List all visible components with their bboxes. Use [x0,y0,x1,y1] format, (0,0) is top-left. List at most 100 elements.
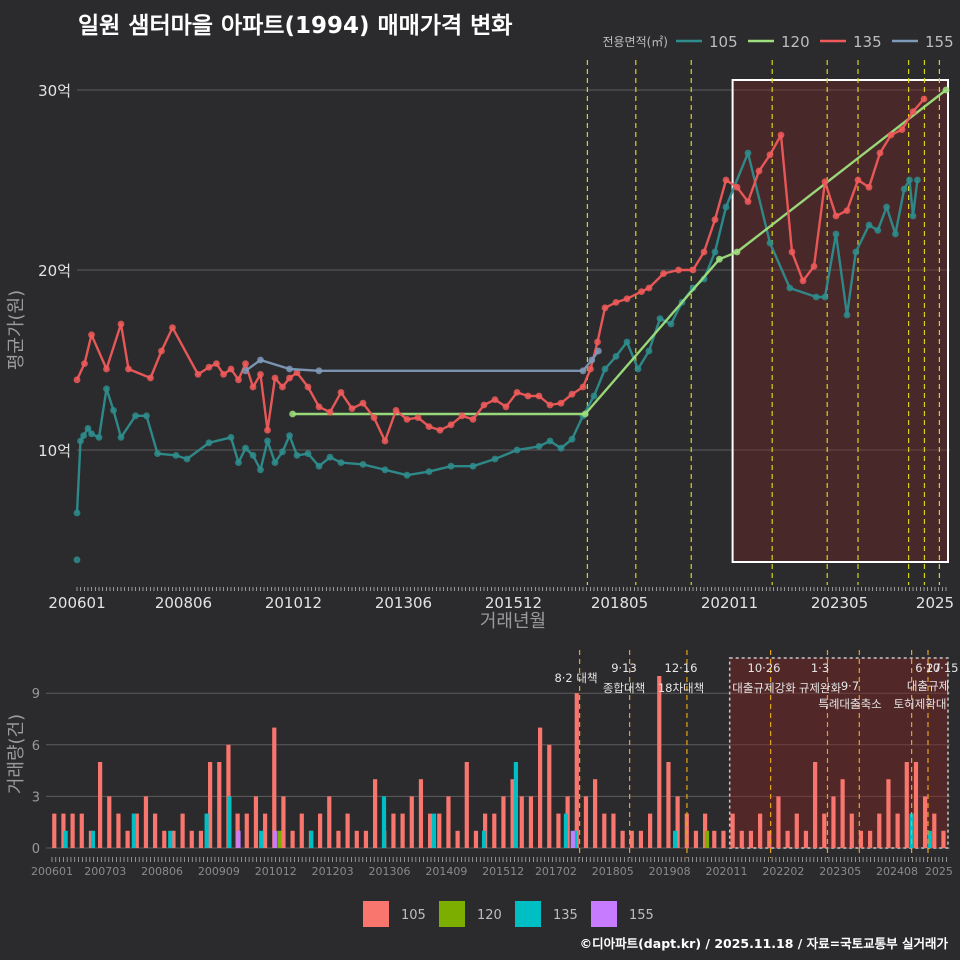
data-point [883,203,890,211]
bar-105 [739,830,744,848]
data-point [392,407,400,414]
data-point [766,239,774,247]
bar-105 [263,813,268,848]
x-axis-title: 거래년월 [480,611,546,632]
bar-105 [858,830,864,848]
data-point [73,509,81,517]
data-point [125,365,132,373]
bar-105 [52,813,57,848]
bar-105 [473,830,479,848]
data-point [942,86,950,94]
data-point [205,363,213,371]
data-point [304,450,312,457]
x-tick-label: 200601 [48,594,105,612]
data-point [337,389,345,396]
bar-105 [253,796,259,848]
data-point [535,443,543,450]
data-point [469,462,477,470]
data-point [80,432,87,439]
data-point [257,371,264,378]
data-point [623,295,631,303]
data-point [403,416,411,423]
bar-135 [168,830,173,848]
data-point [403,471,411,479]
bar-x-tick-label: 200703 [84,865,126,878]
bar-105 [822,813,827,848]
data-point [660,270,667,277]
bar-105 [409,796,414,848]
bar-105 [208,762,213,848]
bar-105 [648,813,653,848]
data-point [601,365,609,373]
data-point [73,556,81,564]
data-point [249,452,257,459]
data-point [315,462,323,470]
x-tick-label: 200806 [155,594,212,612]
data-point [172,452,180,459]
bar-x-tick-label: 200909 [198,865,240,878]
bar-105 [813,762,818,848]
data-point [568,390,576,398]
policy-annotation: 특례대출축소 [818,697,881,711]
bar-105 [721,830,726,848]
data-point [579,367,587,375]
data-point [832,212,840,220]
highlight-window [731,79,949,563]
data-point [447,421,455,429]
bar-105 [748,830,754,848]
data-point [458,412,466,420]
bar-105 [840,779,845,848]
data-point [103,365,110,373]
bar-105 [198,830,204,848]
data-point [711,216,719,224]
policy-annotation: 10·15 [926,661,959,675]
bar-135 [927,830,932,848]
data-point [898,126,906,133]
bar-legend-label-155: 155 [629,908,654,923]
data-point [843,207,851,215]
data-point [103,385,110,393]
data-point [194,371,202,378]
bar-y-tick-label: 6 [32,739,40,754]
policy-annotation: 규제완화 [799,681,842,695]
policy-annotation: 10·26 [748,661,781,675]
data-point [264,426,271,434]
data-point [286,374,293,382]
data-point [612,299,620,306]
data-point [88,430,95,438]
bar-105 [849,813,854,848]
bar-105 [189,830,194,848]
data-point [242,360,249,367]
data-point [257,356,264,364]
bar-135 [481,830,487,848]
data-point [733,248,741,256]
bar-legend-label-105: 105 [401,908,426,923]
bar-105 [281,796,286,848]
data-point [645,347,653,355]
data-point [447,462,455,470]
bar-105 [693,830,699,848]
bar-135 [381,796,387,848]
bar-105 [923,796,928,848]
bar-105 [217,762,222,848]
bar-x-tick-label: 2025 [925,865,953,878]
bar-105 [446,796,451,848]
bar-105 [510,779,515,848]
data-point [852,248,860,256]
bar-105 [675,796,680,848]
data-point [744,198,752,206]
data-point [235,459,242,466]
bar-x-tick-label: 201409 [425,865,467,878]
data-point [587,365,594,373]
data-point [480,401,488,409]
data-point [812,293,820,301]
y-axis-title: 평균가(원) [6,290,27,370]
bar-105 [638,830,644,848]
data-point [213,360,220,367]
policy-annotation: 대출규제 [907,679,949,693]
bar-105 [345,813,350,848]
x-tick-label: 202305 [811,594,868,612]
data-point [892,230,899,238]
bar-105 [886,779,891,848]
data-point [132,412,139,420]
